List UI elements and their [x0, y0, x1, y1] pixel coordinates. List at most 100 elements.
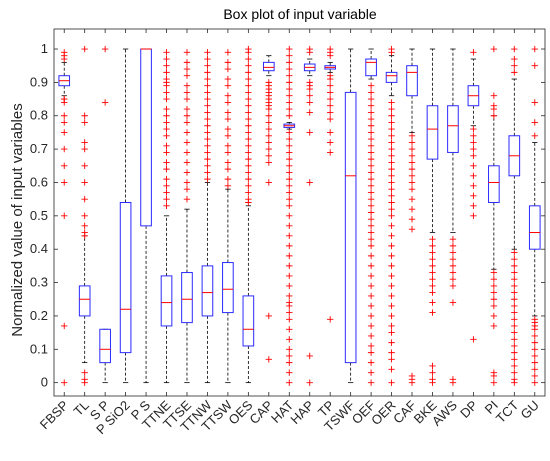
outlier-point: [286, 129, 293, 136]
outlier-point: [286, 149, 293, 156]
box-12: [283, 45, 296, 386]
outlier-point: [286, 242, 293, 250]
outlier-point: [388, 99, 395, 106]
outlier-point: [183, 59, 191, 66]
outlier-point: [388, 232, 395, 240]
outlier-point: [388, 185, 395, 193]
outlier-point: [408, 159, 416, 166]
outlier-point: [265, 125, 273, 133]
outlier-point: [265, 179, 273, 186]
outlier-point: [367, 252, 375, 260]
outlier-point: [286, 59, 293, 66]
outlier-point: [367, 115, 375, 123]
y-tick-label: 0.6: [30, 174, 48, 189]
outlier-point: [265, 152, 273, 159]
outlier-point: [61, 179, 68, 186]
outlier-point: [265, 159, 273, 166]
outlier-point: [204, 162, 211, 169]
outlier-point: [286, 99, 293, 106]
outlier-point: [286, 195, 293, 203]
outlier-point: [286, 92, 293, 99]
outlier-point: [183, 89, 191, 96]
outlier-point: [245, 142, 252, 149]
outlier-point: [61, 119, 68, 126]
iqr-box: [242, 295, 255, 347]
outlier-point: [388, 222, 395, 230]
outlier-point: [470, 139, 477, 146]
outlier-point: [286, 72, 293, 79]
outlier-point: [224, 99, 232, 106]
outlier-point: [367, 242, 375, 250]
outlier-point: [449, 242, 457, 250]
outlier-point: [306, 352, 313, 360]
outlier-point: [531, 366, 538, 373]
outlier-point: [531, 332, 538, 340]
boxes-layer: [58, 45, 541, 386]
outlier-point: [326, 52, 334, 59]
outlier-point: [286, 162, 293, 169]
outlier-point: [326, 109, 334, 116]
x-category-label: TL: [70, 398, 91, 419]
outlier-point: [326, 95, 334, 103]
outlier-point: [265, 119, 273, 126]
outlier-point: [511, 62, 518, 69]
outlier-point: [470, 152, 477, 159]
outlier-point: [163, 182, 170, 190]
outlier-point: [204, 102, 211, 109]
outlier-point: [286, 232, 293, 240]
outlier-point: [224, 115, 232, 123]
outlier-point: [388, 152, 395, 159]
outlier-point: [388, 262, 395, 270]
outlier-point: [367, 175, 375, 183]
outlier-point: [367, 82, 375, 89]
outlier-point: [388, 322, 395, 330]
outlier-point: [367, 95, 375, 103]
outlier-point: [204, 82, 211, 89]
outlier-point: [531, 99, 538, 106]
outlier-point: [367, 215, 375, 223]
outlier-point: [61, 129, 68, 136]
iqr-box: [406, 65, 418, 97]
outlier-point: [449, 379, 457, 386]
outlier-point: [286, 316, 293, 323]
outlier-point: [449, 276, 457, 283]
outlier-point: [61, 55, 68, 63]
outlier-point: [388, 272, 395, 280]
outlier-point: [265, 312, 273, 320]
y-tick-label: 0.8: [30, 108, 48, 123]
outlier-point: [163, 175, 170, 183]
outlier-point: [470, 49, 477, 56]
y-tick-label: 0.3: [30, 275, 48, 290]
outlier-point: [490, 105, 498, 113]
iqr-box: [78, 285, 91, 317]
outlier-point: [245, 109, 252, 116]
outlier-point: [367, 342, 375, 350]
outlier-point: [163, 159, 170, 166]
outlier-point: [286, 292, 293, 300]
box-3: [99, 45, 111, 384]
outlier-point: [204, 169, 211, 176]
outlier-point: [326, 89, 334, 96]
outlier-point: [511, 276, 518, 283]
outlier-point: [367, 195, 375, 203]
outlier-point: [183, 82, 191, 89]
outlier-point: [286, 252, 293, 260]
outlier-point: [367, 182, 375, 190]
outlier-point: [388, 159, 395, 166]
outlier-point: [408, 205, 416, 213]
outlier-point: [367, 209, 375, 216]
outlier-point: [429, 262, 436, 270]
y-tick-label: 0.7: [30, 141, 48, 156]
outlier-point: [61, 212, 68, 220]
outlier-point: [511, 262, 518, 270]
outlier-point: [163, 49, 170, 56]
outlier-point: [388, 49, 395, 56]
outlier-point: [449, 299, 457, 306]
box-18: [406, 48, 418, 386]
outlier-point: [367, 129, 375, 136]
outlier-point: [286, 302, 293, 310]
outlier-point: [286, 85, 293, 93]
box-20: [447, 48, 459, 386]
outlier-point: [265, 145, 273, 153]
